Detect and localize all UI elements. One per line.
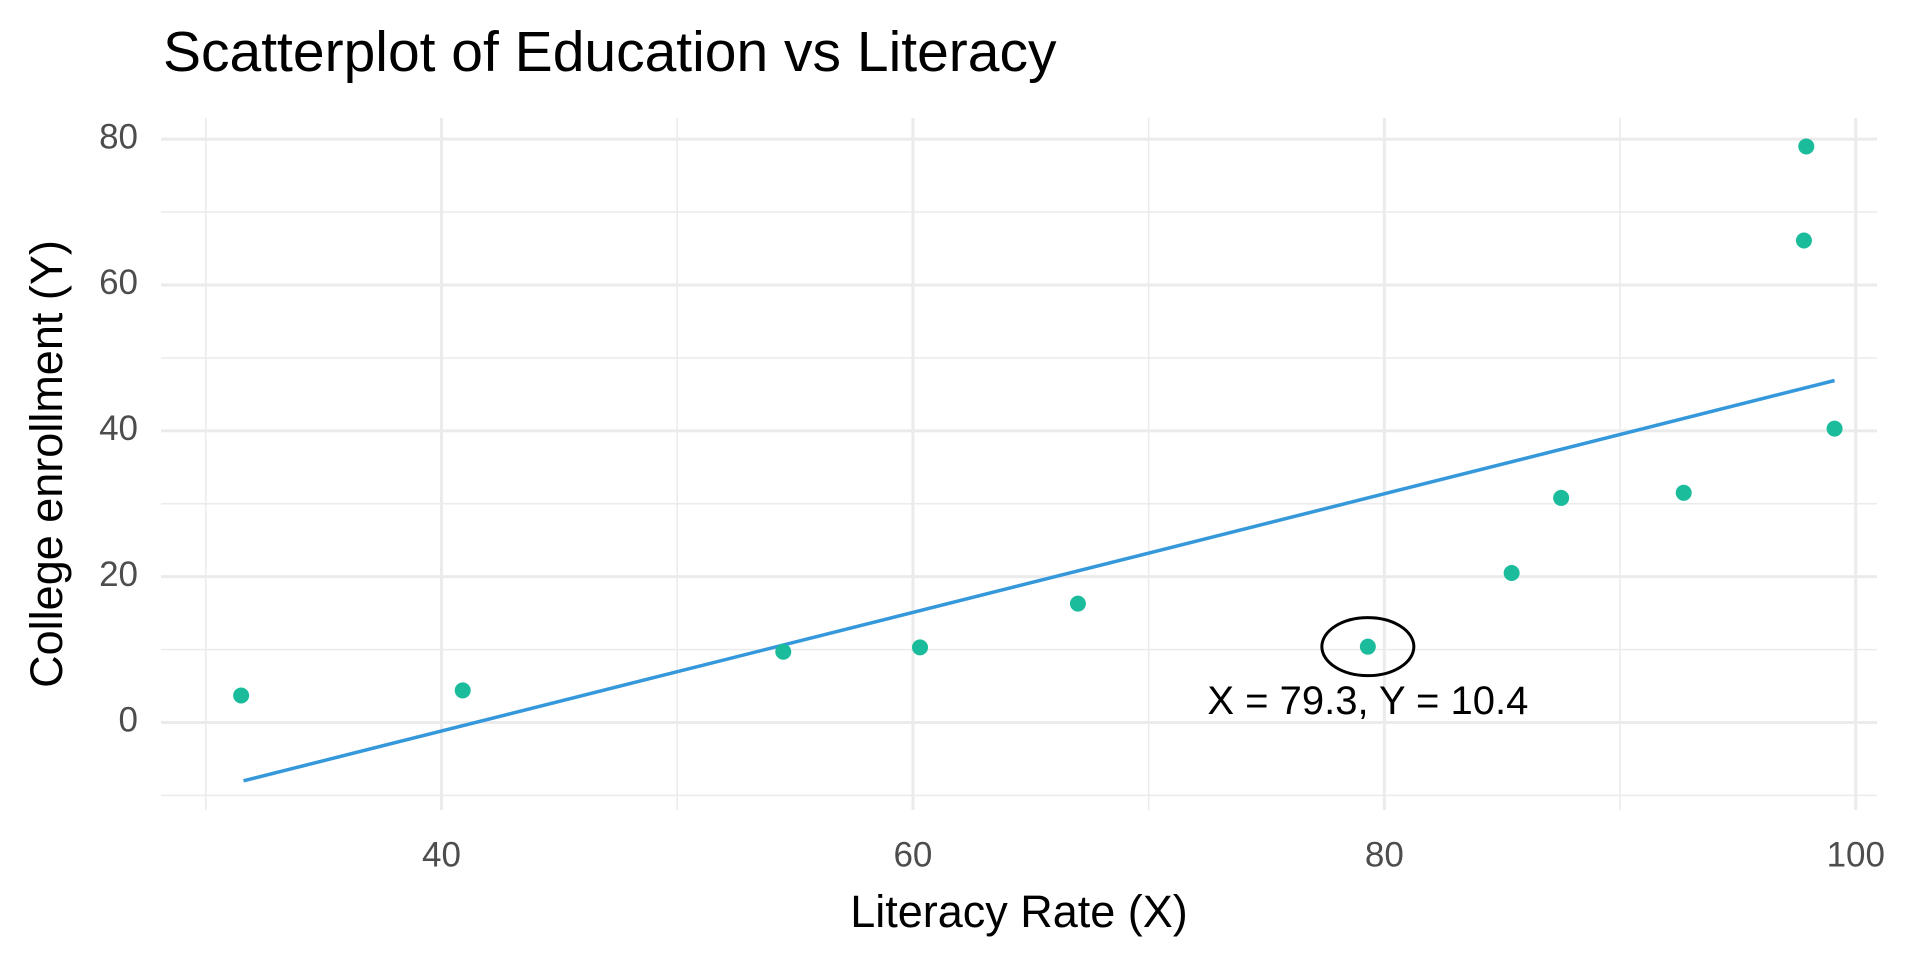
y-axis-title: College enrollment (Y)	[21, 240, 72, 688]
point	[1798, 138, 1815, 155]
x-tick-label: 100	[1827, 835, 1885, 874]
annotation-ellipse	[1320, 616, 1416, 678]
y-tick-label: 80	[99, 117, 138, 156]
chart-title: Scatterplot of Education vs Literacy	[163, 20, 1057, 84]
y-tick-label: 40	[99, 409, 138, 448]
x-axis-title: Literacy Rate (X)	[850, 886, 1188, 937]
point	[454, 682, 471, 699]
point	[1503, 565, 1520, 582]
point	[1069, 595, 1086, 612]
x-tick-label: 80	[1365, 835, 1404, 874]
y-tick-label: 0	[119, 701, 138, 740]
point	[1553, 489, 1570, 506]
point	[1795, 232, 1812, 249]
y-tick-label: 20	[99, 555, 138, 594]
fit-line	[243, 378, 1835, 783]
point	[1826, 420, 1843, 437]
x-tick-label: 40	[422, 835, 461, 874]
point	[1359, 638, 1376, 655]
annotation-text: X = 79.3, Y = 10.4	[1207, 679, 1528, 723]
point	[1675, 484, 1692, 501]
x-tick-label: 60	[893, 835, 932, 874]
point	[233, 687, 250, 704]
point	[912, 639, 928, 656]
point	[775, 643, 792, 660]
y-tick-label: 60	[99, 263, 138, 302]
